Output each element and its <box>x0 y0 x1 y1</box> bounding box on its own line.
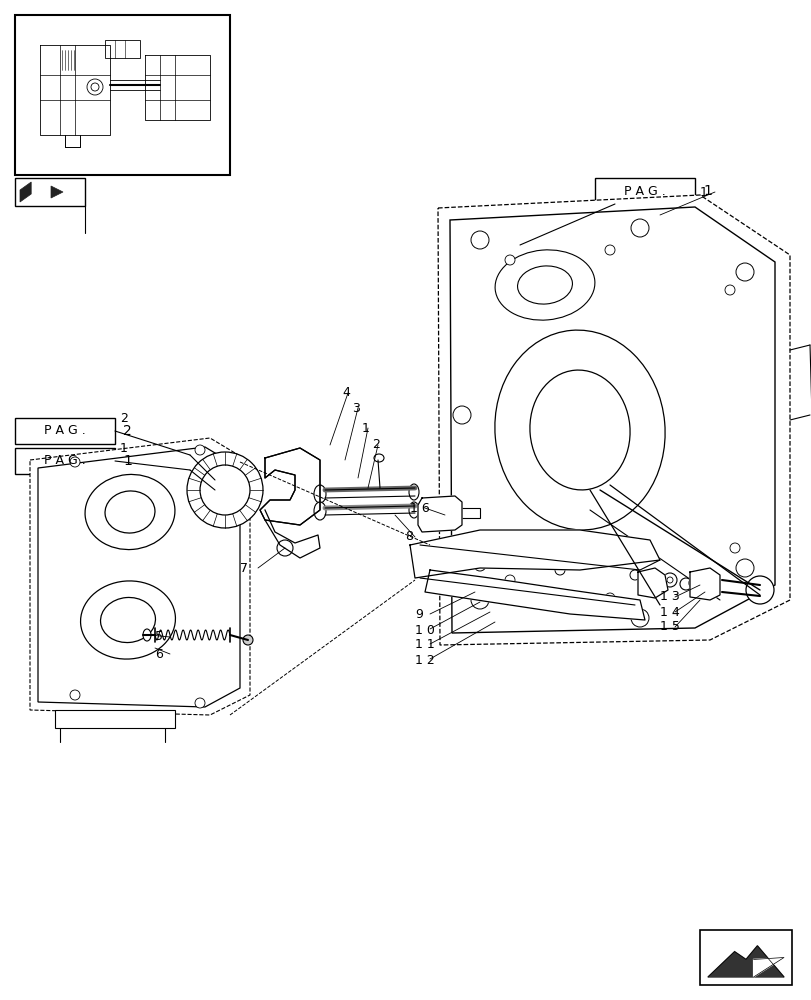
Polygon shape <box>418 496 461 532</box>
Ellipse shape <box>242 635 253 645</box>
Text: 1 3: 1 3 <box>659 590 679 603</box>
Polygon shape <box>20 182 31 202</box>
Circle shape <box>629 570 639 580</box>
Bar <box>15 448 115 474</box>
Bar <box>15 15 230 175</box>
Polygon shape <box>637 568 667 598</box>
Text: 9: 9 <box>414 607 423 620</box>
Circle shape <box>504 575 514 585</box>
Text: 2: 2 <box>122 424 131 438</box>
Text: 1: 1 <box>702 184 711 198</box>
Polygon shape <box>260 448 320 525</box>
Bar <box>55 710 175 728</box>
Ellipse shape <box>494 330 664 530</box>
Circle shape <box>689 577 700 589</box>
Text: P A G .: P A G . <box>44 454 86 468</box>
Circle shape <box>504 255 514 265</box>
Ellipse shape <box>314 502 325 520</box>
Text: 1 5: 1 5 <box>659 620 679 634</box>
Circle shape <box>470 231 488 249</box>
Circle shape <box>453 406 470 424</box>
Circle shape <box>679 578 691 590</box>
Text: 1 1: 1 1 <box>414 639 434 652</box>
Bar <box>15 178 85 206</box>
Circle shape <box>604 593 614 603</box>
Text: 1: 1 <box>120 442 127 454</box>
Circle shape <box>735 559 753 577</box>
Text: 1 6: 1 6 <box>410 502 429 514</box>
Ellipse shape <box>374 454 384 462</box>
Polygon shape <box>753 957 783 977</box>
Text: P A G .: P A G . <box>44 424 86 438</box>
Polygon shape <box>424 570 644 620</box>
Text: 2: 2 <box>371 438 380 452</box>
Text: 1: 1 <box>699 186 707 198</box>
Ellipse shape <box>495 250 594 320</box>
Bar <box>105 40 139 58</box>
Circle shape <box>630 609 648 627</box>
Bar <box>699 930 791 985</box>
Text: P A G .: P A G . <box>624 185 665 198</box>
Text: 1 2: 1 2 <box>414 654 434 666</box>
Ellipse shape <box>80 581 175 659</box>
Ellipse shape <box>409 502 418 518</box>
Circle shape <box>70 690 80 700</box>
Ellipse shape <box>143 629 151 641</box>
Ellipse shape <box>85 474 174 550</box>
Text: 1 4: 1 4 <box>659 605 679 618</box>
Text: 2: 2 <box>120 412 127 424</box>
Circle shape <box>195 445 204 455</box>
Circle shape <box>200 465 250 515</box>
Text: 5: 5 <box>155 631 163 644</box>
Circle shape <box>277 540 293 556</box>
Text: 4: 4 <box>341 386 350 399</box>
Circle shape <box>554 565 564 575</box>
Ellipse shape <box>530 370 629 490</box>
Circle shape <box>70 457 80 467</box>
Circle shape <box>470 591 488 609</box>
Circle shape <box>87 79 103 95</box>
Polygon shape <box>437 195 789 645</box>
Circle shape <box>666 577 672 583</box>
Text: 1: 1 <box>122 454 131 468</box>
Circle shape <box>91 83 99 91</box>
Ellipse shape <box>517 266 572 304</box>
Polygon shape <box>51 186 63 198</box>
Circle shape <box>735 263 753 281</box>
Ellipse shape <box>409 484 418 500</box>
Ellipse shape <box>314 485 325 503</box>
Polygon shape <box>449 207 774 633</box>
Polygon shape <box>38 447 240 707</box>
Circle shape <box>663 573 676 587</box>
Polygon shape <box>410 530 659 578</box>
Circle shape <box>187 452 263 528</box>
Circle shape <box>604 245 614 255</box>
Ellipse shape <box>105 491 155 533</box>
Text: 7: 7 <box>240 562 247 574</box>
Circle shape <box>474 559 486 571</box>
Text: 3: 3 <box>351 401 359 414</box>
Circle shape <box>724 285 734 295</box>
Circle shape <box>729 543 739 553</box>
Ellipse shape <box>101 597 155 643</box>
Circle shape <box>630 219 648 237</box>
Circle shape <box>195 698 204 708</box>
Polygon shape <box>689 568 719 600</box>
Text: 6: 6 <box>155 648 163 660</box>
Bar <box>457 508 479 518</box>
Bar <box>15 418 115 444</box>
Circle shape <box>745 576 773 604</box>
Text: 8: 8 <box>405 530 413 544</box>
Polygon shape <box>30 438 250 715</box>
Polygon shape <box>707 946 783 977</box>
Bar <box>594 178 694 204</box>
Text: 1 0: 1 0 <box>414 624 435 637</box>
Text: 1: 1 <box>362 422 370 434</box>
Ellipse shape <box>491 543 508 555</box>
